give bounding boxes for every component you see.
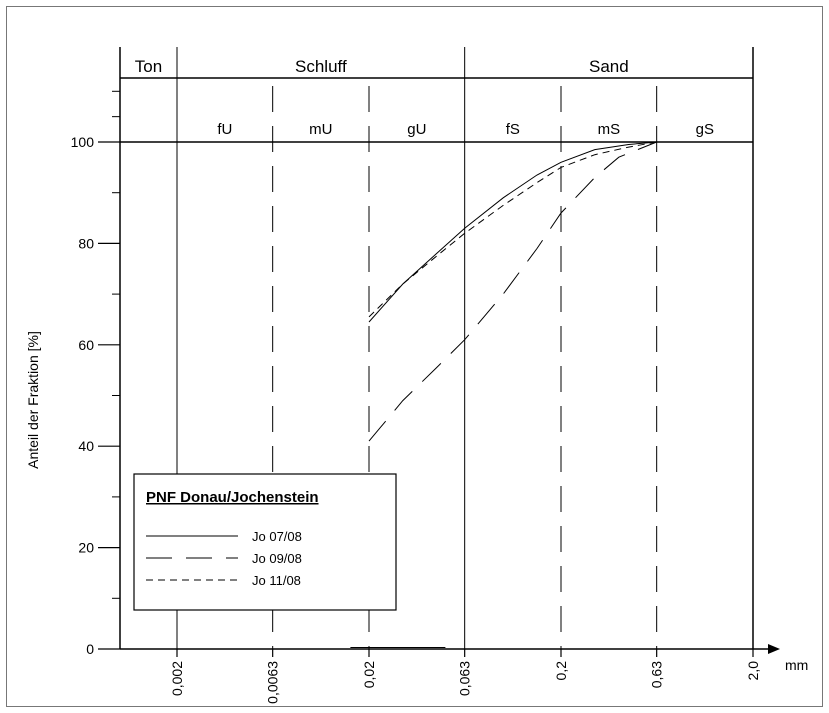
grain-subclass-label: gU — [407, 121, 426, 138]
grain-subclass-label: gS — [696, 121, 714, 138]
grain-class-label: Schluff — [295, 57, 347, 76]
y-tick-label: 80 — [78, 235, 94, 251]
grain-class-layer: Ton Schluff Sand fU mU gU fS mS gS — [135, 57, 714, 138]
y-tick-label: 100 — [71, 134, 95, 150]
y-tick-label: 60 — [78, 337, 94, 353]
legend-entry-label: Jo 11/08 — [252, 573, 301, 588]
series-line — [368, 141, 753, 318]
legend-box — [133, 473, 397, 611]
series-line — [368, 141, 753, 442]
legend-entries: Jo 07/08 Jo 09/08 Jo 11/08 — [146, 529, 302, 588]
grain-subclass-label: fU — [217, 121, 232, 138]
y-tick-label: 20 — [78, 540, 94, 556]
x-tick-label: 0,002 — [169, 661, 185, 696]
grain-subclass-label: fS — [506, 121, 520, 138]
grain-class-label: Ton — [135, 57, 162, 76]
x-tick-label: 2,0 — [745, 661, 761, 681]
y-tick-label: 40 — [78, 438, 94, 454]
x-tick-label: 0,063 — [457, 661, 473, 696]
y-axis-label: Anteil der Fraktion [%] — [25, 331, 41, 469]
legend-entry-label: Jo 07/08 — [252, 529, 302, 544]
grain-class-label: Sand — [589, 57, 629, 76]
x-tick-label: 0,2 — [553, 661, 569, 681]
series-layer — [350, 141, 753, 648]
x-tick-label: 0,02 — [361, 661, 377, 688]
legend-title: PNF Donau/Jochenstein — [146, 489, 319, 506]
grain-subclass-label: mS — [598, 121, 621, 138]
x-tick-label: 0,63 — [649, 661, 665, 688]
x-axis-unit: mm — [785, 657, 808, 673]
grid-layer — [176, 47, 754, 649]
axes-layer: 0 20 40 60 80 100 0,002 0,0063 0,02 0,063 0,2 0,63 2… — [71, 47, 780, 704]
chart-border — [6, 6, 823, 707]
x-axis-arrow — [768, 644, 780, 654]
y-tick-label: 0 — [86, 641, 94, 657]
grain-subclass-label: mU — [309, 121, 332, 138]
legend-entry-label: Jo 09/08 — [252, 551, 302, 566]
x-tick-label: 0,0063 — [265, 661, 281, 704]
